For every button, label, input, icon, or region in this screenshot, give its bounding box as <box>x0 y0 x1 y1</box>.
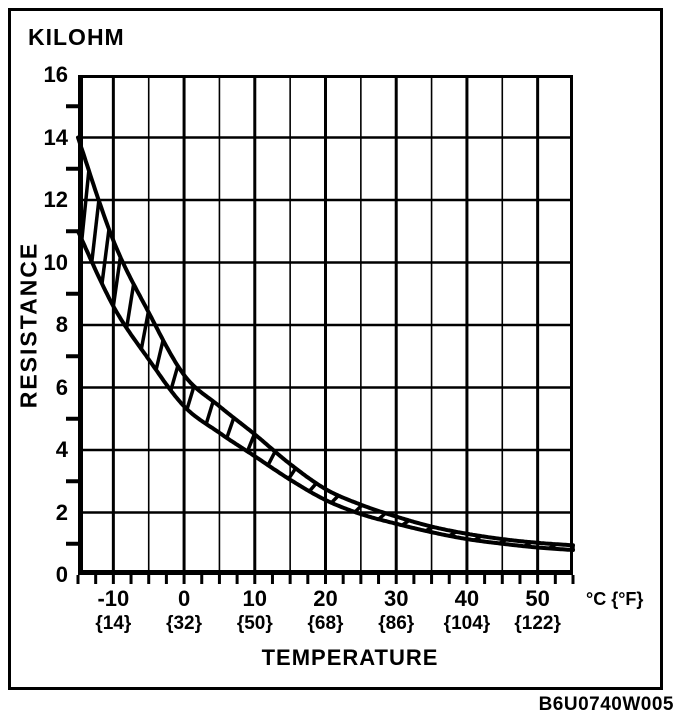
x-tick-label-fahrenheit: {50} <box>236 613 273 634</box>
x-tick-label-fahrenheit: {14} <box>95 613 132 634</box>
y-tick-label: 2 <box>55 499 68 525</box>
upper-limit-curve <box>76 135 575 548</box>
x-tick-label-fahrenheit: {86} <box>378 613 415 634</box>
x-tick-label-celsius: 0 <box>177 586 191 611</box>
y-unit-label: KILOHM <box>28 24 125 50</box>
x-tick-label-celsius: 50 <box>525 586 550 611</box>
x-tick-label-celsius: 20 <box>313 586 338 611</box>
x-tick-label-celsius: 30 <box>383 586 409 611</box>
x-tick-label-celsius: 40 <box>454 586 480 611</box>
figure-border <box>8 8 663 690</box>
y-tick-label: 4 <box>55 437 68 462</box>
grid-lines <box>78 75 573 575</box>
x-tick-label-fahrenheit: {104} <box>443 613 491 634</box>
x-tick-label-fahrenheit: {122} <box>514 613 561 634</box>
axis-frame <box>78 75 573 575</box>
lower-limit-curve <box>76 229 575 552</box>
plot-area <box>66 75 575 584</box>
y-tick-label: 12 <box>43 187 68 212</box>
y-tick-label: 10 <box>43 249 68 275</box>
tolerance-band-hatching <box>80 170 575 550</box>
x-tick-label-fahrenheit: {68} <box>307 613 344 634</box>
figure-code: B6U0740W005 <box>538 694 674 715</box>
x-axis-title: TEMPERATURE <box>261 645 439 670</box>
y-tick-label: 14 <box>43 124 68 150</box>
y-tick-label: 6 <box>55 374 68 400</box>
x-tick-label-celsius: 10 <box>242 586 268 611</box>
y-tick-label: 0 <box>55 562 68 587</box>
y-tick-label: 8 <box>55 312 68 337</box>
x-tick-label-fahrenheit: {32} <box>166 613 203 634</box>
y-tick-label: 16 <box>43 62 68 87</box>
x-tick-label-celsius: -10 <box>97 586 130 611</box>
axis-ticks <box>66 104 575 584</box>
x-unit-label: °C {°F} <box>586 589 644 609</box>
